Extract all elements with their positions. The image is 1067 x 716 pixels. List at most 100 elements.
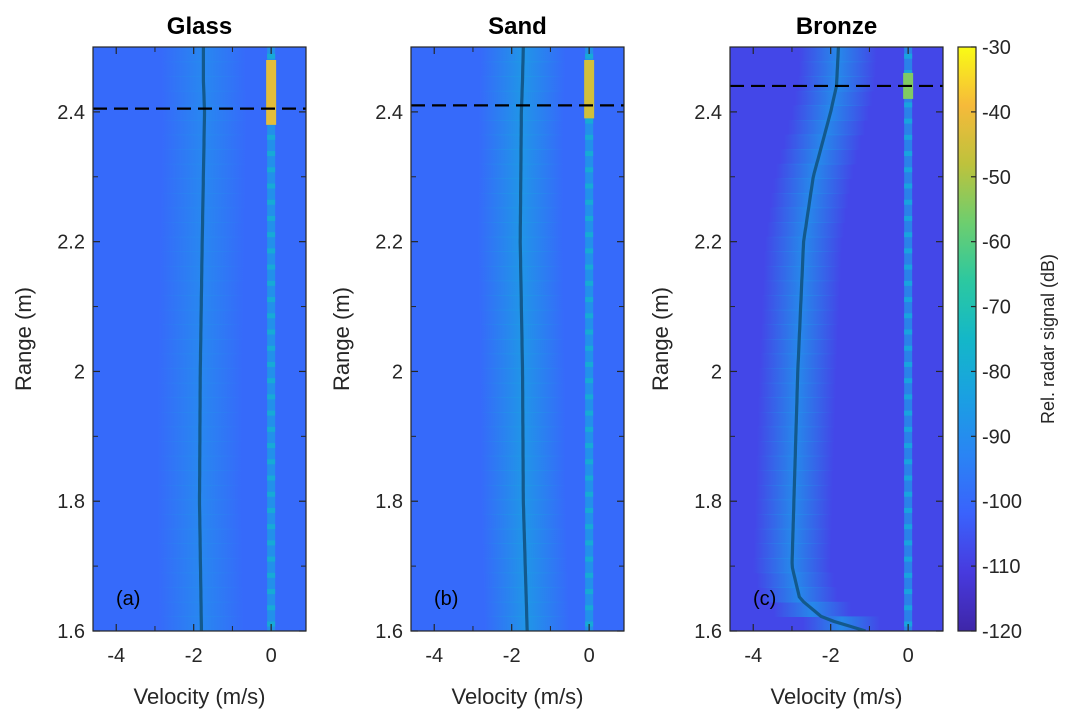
x-tick-label: 0 xyxy=(903,645,914,667)
y-tick-label: 2 xyxy=(711,361,722,383)
x-tick-label: 0 xyxy=(584,645,595,667)
zero-velocity-sample xyxy=(904,426,913,432)
colorbar-tick-label: -80 xyxy=(982,361,1011,383)
zero-velocity-sample xyxy=(904,102,913,108)
zero-velocity-sample xyxy=(585,475,594,481)
zero-velocity-sample xyxy=(904,605,913,611)
zero-velocity-sample xyxy=(267,589,276,595)
zero-velocity-sample xyxy=(267,605,276,611)
zero-velocity-sample xyxy=(267,199,276,205)
zero-velocity-sample xyxy=(904,491,913,497)
zero-velocity-sample xyxy=(267,313,276,319)
zero-velocity-sample xyxy=(267,426,276,432)
x-tick-label: -4 xyxy=(107,645,125,667)
zero-velocity-hotspot xyxy=(584,59,595,119)
y-tick-label: 1.6 xyxy=(375,621,403,643)
zero-velocity-sample xyxy=(904,69,913,75)
zero-velocity-sample xyxy=(267,151,276,157)
zero-velocity-sample xyxy=(585,345,594,351)
zero-velocity-sample xyxy=(904,53,913,59)
zero-velocity-strip xyxy=(904,47,913,631)
zero-velocity-sample xyxy=(904,248,913,254)
zero-velocity-sample xyxy=(585,118,594,124)
x-tick-label: -2 xyxy=(503,645,521,667)
y-axis-label: Range (m) xyxy=(11,287,36,391)
zero-velocity-sample xyxy=(904,134,913,140)
zero-velocity-sample xyxy=(267,378,276,384)
y-tick-label: 2.2 xyxy=(57,232,85,254)
zero-velocity-sample xyxy=(267,475,276,481)
heatmap-area xyxy=(411,47,624,631)
zero-velocity-sample xyxy=(585,556,594,562)
mean-velocity-line xyxy=(518,47,529,631)
panel-letter: (c) xyxy=(753,588,776,610)
zero-velocity-sample xyxy=(585,297,594,303)
zero-velocity-sample xyxy=(585,605,594,611)
zero-velocity-sample xyxy=(904,443,913,449)
y-tick-label: 1.6 xyxy=(694,621,722,643)
zero-velocity-sample xyxy=(585,53,594,59)
heatmap-area xyxy=(93,47,306,631)
zero-velocity-sample xyxy=(904,394,913,400)
zero-velocity-strip xyxy=(267,47,276,631)
zero-velocity-sample xyxy=(585,280,594,286)
colorbar-tick-label: -30 xyxy=(982,37,1011,59)
zero-velocity-sample xyxy=(585,491,594,497)
zero-velocity-sample xyxy=(585,378,594,384)
zero-velocity-sample xyxy=(904,167,913,173)
colorbar-tick-label: -90 xyxy=(982,426,1011,448)
zero-velocity-sample xyxy=(267,297,276,303)
colorbar-gradient xyxy=(957,46,977,632)
zero-velocity-sample xyxy=(267,329,276,335)
y-tick-label: 2.2 xyxy=(375,232,403,254)
zero-velocity-sample xyxy=(904,540,913,546)
zero-velocity-sample xyxy=(904,589,913,595)
y-tick-label: 2.2 xyxy=(694,232,722,254)
zero-velocity-sample xyxy=(904,410,913,416)
zero-velocity-sample xyxy=(904,313,913,319)
zero-velocity-sample xyxy=(904,345,913,351)
colorbar-tick-label: -40 xyxy=(982,102,1011,124)
zero-velocity-sample xyxy=(904,361,913,367)
zero-velocity-sample xyxy=(267,361,276,367)
zero-velocity-sample xyxy=(267,507,276,513)
zero-velocity-sample xyxy=(585,199,594,205)
axes-box xyxy=(410,46,625,632)
x-axis-label: Velocity (m/s) xyxy=(770,684,902,709)
zero-velocity-sample xyxy=(267,167,276,173)
x-tick-label: -4 xyxy=(744,645,762,667)
zero-velocity-sample xyxy=(904,183,913,189)
y-tick-label: 1.6 xyxy=(57,621,85,643)
y-tick-label: 1.8 xyxy=(57,491,85,513)
mean-velocity-line xyxy=(197,47,207,631)
zero-velocity-sample xyxy=(267,345,276,351)
colorbar-tick-label: -70 xyxy=(982,297,1011,319)
zero-velocity-sample xyxy=(585,589,594,595)
zero-velocity-sample xyxy=(904,264,913,270)
mean-velocity-line xyxy=(790,47,866,631)
zero-velocity-sample xyxy=(904,199,913,205)
zero-velocity-sample xyxy=(267,394,276,400)
zero-velocity-sample xyxy=(585,507,594,513)
y-axis-label: Range (m) xyxy=(648,287,673,391)
x-tick-label: -2 xyxy=(185,645,203,667)
zero-velocity-sample xyxy=(585,540,594,546)
zero-velocity-sample xyxy=(585,134,594,140)
zero-velocity-sample xyxy=(267,459,276,465)
zero-velocity-sample xyxy=(267,53,276,59)
zero-velocity-sample xyxy=(585,394,594,400)
zero-velocity-sample xyxy=(904,378,913,384)
axes-box xyxy=(92,46,307,632)
zero-velocity-sample xyxy=(585,361,594,367)
panel-title: Sand xyxy=(488,13,547,40)
panel-sand: -4 -2 0 1.6 1.8 2 2.2 2.4 Sand Velocity (m/s) Rang… xyxy=(329,13,625,709)
colorbar-tick-label: -100 xyxy=(982,491,1022,513)
zero-velocity-sample xyxy=(267,410,276,416)
zero-velocity-sample xyxy=(267,556,276,562)
zero-velocity-sample xyxy=(267,183,276,189)
x-axis-label: Velocity (m/s) xyxy=(133,684,265,709)
zero-velocity-sample xyxy=(585,264,594,270)
zero-velocity-sample xyxy=(585,313,594,319)
zero-velocity-sample xyxy=(585,167,594,173)
zero-velocity-sample xyxy=(904,524,913,530)
